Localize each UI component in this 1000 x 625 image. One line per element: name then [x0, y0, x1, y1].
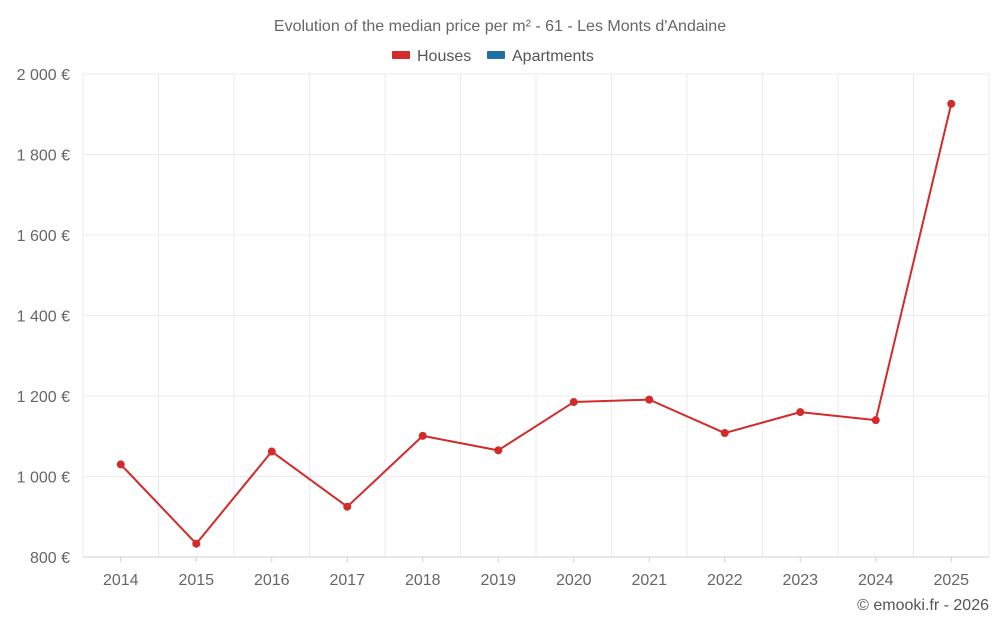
data-point-2024[interactable] — [871, 416, 880, 425]
x-tick-label: 2016 — [254, 572, 290, 589]
y-tick-label: 1 000 € — [17, 470, 70, 487]
y-tick-label: 1 600 € — [17, 228, 70, 245]
x-tick-label: 2014 — [103, 572, 139, 589]
legend: Houses Apartments — [392, 48, 594, 65]
data-point-2016[interactable] — [267, 447, 276, 456]
x-tick-label: 2015 — [178, 572, 214, 589]
x-tick-label: 2021 — [631, 572, 667, 589]
legend-swatch-houses — [392, 51, 410, 59]
x-tick-label: 2022 — [707, 572, 743, 589]
data-point-2017[interactable] — [343, 502, 352, 511]
data-point-2020[interactable] — [569, 398, 578, 407]
y-tick-label: 2 000 € — [17, 67, 70, 84]
y-tick-label: 800 € — [30, 550, 70, 567]
data-point-2022[interactable] — [720, 429, 729, 438]
data-point-2018[interactable] — [418, 431, 427, 440]
data-point-2019[interactable] — [494, 446, 503, 455]
x-tick-label: 2017 — [329, 572, 365, 589]
legend-swatch-apartments — [487, 51, 505, 59]
data-point-2014[interactable] — [116, 460, 125, 469]
x-axis: 2014 2015 2016 2017 2018 2019 2020 2021 2022 2023… — [83, 556, 989, 589]
data-point-2021[interactable] — [645, 395, 654, 404]
series-houses — [116, 99, 956, 548]
x-tick-label: 2020 — [556, 572, 592, 589]
data-point-2015[interactable] — [192, 539, 201, 548]
x-tick-label: 2023 — [782, 572, 818, 589]
grid — [82, 73, 990, 557]
data-point-2023[interactable] — [796, 408, 805, 417]
copyright-credit: © emooki.fr - 2026 — [857, 597, 989, 614]
legend-label-apartments: Apartments — [512, 48, 594, 65]
x-tick-label: 2018 — [405, 572, 441, 589]
y-tick-label: 1 400 € — [17, 309, 70, 326]
series-line-houses — [120, 103, 953, 545]
chart-title: Evolution of the median price per m² - 6… — [274, 18, 726, 35]
legend-item-houses[interactable]: Houses — [392, 48, 471, 65]
x-tick-label: 2024 — [858, 572, 894, 589]
legend-item-apartments[interactable]: Apartments — [487, 48, 594, 65]
legend-label-houses: Houses — [417, 48, 471, 65]
y-tick-label: 1 200 € — [17, 389, 70, 406]
y-axis: 800 € 1 000 € 1 200 € 1 400 € 1 600 € 1 800 €… — [17, 67, 70, 567]
x-tick-label: 2025 — [933, 572, 969, 589]
x-tick-label: 2019 — [480, 572, 516, 589]
y-tick-label: 1 800 € — [17, 148, 70, 165]
data-point-2025[interactable] — [947, 99, 956, 108]
